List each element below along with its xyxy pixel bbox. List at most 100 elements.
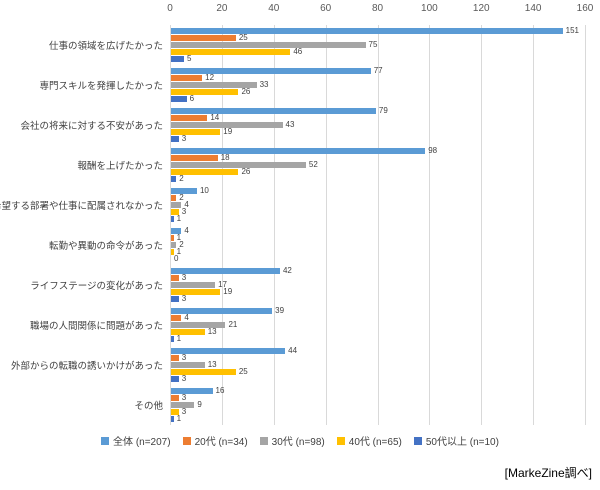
bar-line: 10 — [171, 187, 209, 195]
bar-group: 42 3 17 19 3 — [171, 267, 292, 303]
bar-20代 — [171, 195, 177, 201]
bar-line: 3 — [171, 294, 292, 303]
value-label: 4 — [184, 200, 189, 209]
bar-line: 3 — [171, 374, 297, 383]
bar-全体 — [171, 108, 376, 114]
category-label: 希望する部署や仕事に配属されなかった — [0, 201, 163, 212]
bar-group: 79 14 43 19 3 — [171, 106, 388, 143]
bar-全体 — [171, 68, 371, 74]
bar-line: 13 — [171, 360, 297, 369]
legend-label: 20代 (n=34) — [194, 437, 248, 448]
value-label: 3 — [181, 294, 187, 303]
bar-group: 98 18 52 26 2 — [171, 147, 437, 183]
bar-50代以上 — [171, 336, 174, 342]
value-label: 12 — [205, 73, 215, 82]
bar-line: 77 — [171, 67, 383, 75]
bar-line: 25 — [171, 34, 579, 42]
bar-50代以上 — [171, 216, 174, 222]
legend-swatch — [101, 436, 110, 445]
bar-group: 39 4 21 13 1 — [171, 307, 284, 343]
legend-label: 40代 (n=65) — [348, 437, 402, 448]
bar-line: 1 — [171, 415, 224, 423]
gridline — [273, 25, 275, 425]
bar-50代以上 — [171, 416, 174, 422]
legend-swatch — [413, 436, 422, 445]
bar-30代 — [171, 42, 366, 48]
bar-line: 3 — [171, 273, 292, 282]
gridline — [429, 25, 431, 425]
source-credit: [MarkeZine調べ] — [504, 466, 592, 480]
value-label: 3 — [181, 353, 187, 362]
value-label: 79 — [378, 106, 388, 115]
value-label: 75 — [368, 40, 378, 49]
bar-line: 3 — [171, 407, 224, 416]
value-label: 17 — [218, 280, 227, 289]
bar-line: 33 — [171, 81, 383, 89]
gridline — [481, 25, 483, 425]
category-row: 転勤や異動の命令があった 4 1 2 1 0 — [0, 225, 600, 265]
plot-area — [170, 25, 586, 425]
bar-40代 — [171, 289, 221, 295]
value-label: 13 — [207, 360, 217, 369]
category-row: 報酬を上げたかった 98 18 52 26 2 — [0, 145, 600, 185]
bar-line: 52 — [171, 161, 437, 169]
category-row: ライフステージの変化があった 42 3 17 19 3 — [0, 265, 600, 305]
value-label: 16 — [215, 386, 225, 395]
bar-line: 19 — [171, 287, 292, 296]
value-label: 4 — [184, 226, 189, 235]
bar-line: 1 — [171, 335, 284, 343]
legend-item: 50代以上 (n=10) — [413, 433, 499, 448]
value-label: 5 — [186, 54, 192, 63]
gridline — [377, 25, 379, 425]
value-label: 19 — [223, 127, 233, 136]
value-label: 26 — [241, 167, 251, 176]
value-label: 14 — [210, 113, 220, 122]
legend-swatch — [336, 436, 345, 445]
axis-tick-label: 80 — [371, 3, 384, 14]
legend-label: 全体 (n=207) — [113, 437, 171, 448]
bar-group: 77 12 33 26 6 — [171, 67, 383, 103]
bar-30代 — [171, 202, 182, 208]
bar-50代以上 — [171, 176, 177, 182]
bar-20代 — [171, 275, 179, 281]
category-label: 外部からの転職の誘いかけがあった — [10, 361, 163, 372]
bar-line: 25 — [171, 367, 297, 376]
bar-40代 — [171, 129, 221, 135]
value-label: 19 — [223, 287, 233, 296]
value-label: 3 — [181, 273, 187, 282]
bar-20代 — [171, 35, 236, 41]
value-label: 3 — [181, 134, 187, 143]
bar-全体 — [171, 188, 197, 194]
value-label: 9 — [197, 400, 202, 409]
bar-line: 2 — [171, 241, 189, 249]
category-row: その他 16 3 9 3 1 — [0, 385, 600, 425]
category-label: その他 — [134, 401, 163, 412]
bar-line: 0 — [171, 255, 189, 263]
category-row: 希望する部署や仕事に配属されなかった 10 2 4 3 1 — [0, 185, 600, 225]
bar-line: 13 — [171, 328, 284, 336]
bar-line: 17 — [171, 280, 292, 289]
category-row: 会社の将来に対する不安があった 79 14 43 19 3 — [0, 105, 600, 145]
bar-50代以上 — [171, 56, 184, 62]
bar-20代 — [171, 355, 179, 361]
value-label: 3 — [181, 374, 187, 383]
bar-line: 18 — [171, 154, 437, 162]
bar-line: 2 — [171, 194, 209, 202]
value-label: 43 — [285, 120, 295, 129]
bar-40代 — [171, 169, 239, 175]
bar-30代 — [171, 282, 216, 288]
category-label: ライフステージの変化があった — [30, 281, 163, 292]
value-label: 25 — [238, 367, 248, 376]
bar-30代 — [171, 242, 177, 248]
bar-40代 — [171, 329, 205, 335]
axis-tick-label: 100 — [421, 3, 438, 14]
value-label: 3 — [181, 407, 187, 416]
legend-swatch — [182, 436, 191, 445]
bar-line: 3 — [171, 134, 388, 143]
bar-line: 26 — [171, 167, 437, 176]
bar-line: 98 — [171, 147, 437, 155]
value-label: 46 — [293, 47, 303, 56]
x-axis: 0 20 40 60 80 100 120 140 160 — [167, 3, 593, 17]
gridline — [221, 25, 223, 425]
bar-50代以上 — [171, 296, 179, 302]
